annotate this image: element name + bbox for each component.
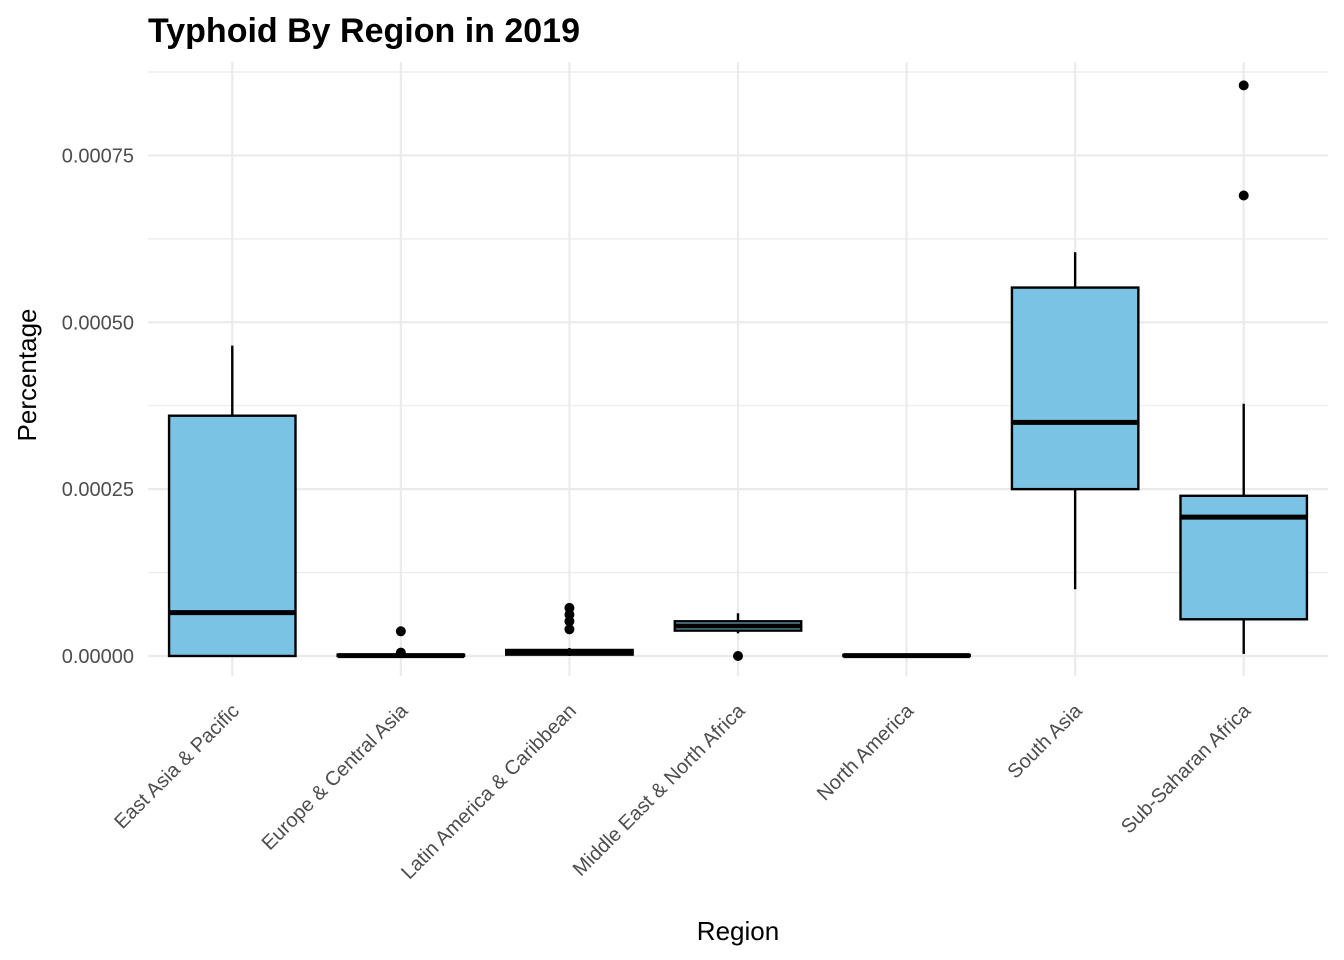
chart-title: Typhoid By Region in 2019 [148,12,580,50]
y-tick-label: 0.00050 [62,312,134,334]
outlier-point [395,626,406,637]
y-tick-label: 0.00075 [62,145,134,167]
box-group [1179,80,1309,654]
x-tick-label: Europe & Central Asia [258,699,413,854]
grid [148,62,1328,676]
x-tick-label: Sub-Saharan Africa [1117,699,1256,838]
box-iqr [167,414,297,658]
outlier-point [395,647,406,658]
box-group [673,613,803,661]
y-tick-label: 0.00025 [62,479,134,501]
outlier-point [564,624,575,635]
box-group [505,602,634,656]
y-tick-label: 0.00000 [62,646,134,668]
box-group [167,345,297,658]
x-tick-label: Latin America & Caribbean [397,700,581,884]
x-tick-label: South Asia [1004,699,1088,783]
x-axis-title: Region [697,916,779,946]
x-tick-label: East Asia & Pacific [110,700,243,833]
box-iqr [1010,286,1140,491]
y-axis-title: Percentage [12,309,42,442]
x-axis-ticks: East Asia & Pacific Europe & Central Asia… [110,699,1256,883]
box-iqr [1179,494,1309,621]
y-axis-ticks: 0.00000 0.00025 0.00050 0.00075 [62,145,134,668]
boxes [167,80,1309,661]
outlier-point [1238,80,1249,91]
outlier-point [564,616,575,627]
box-group [1010,252,1140,590]
box-group [336,626,466,659]
x-tick-label: North America [813,699,919,805]
x-tick-label: Middle East & North Africa [569,699,750,880]
box-group [842,653,971,659]
outlier-point [1238,190,1249,201]
outlier-point [733,650,743,661]
